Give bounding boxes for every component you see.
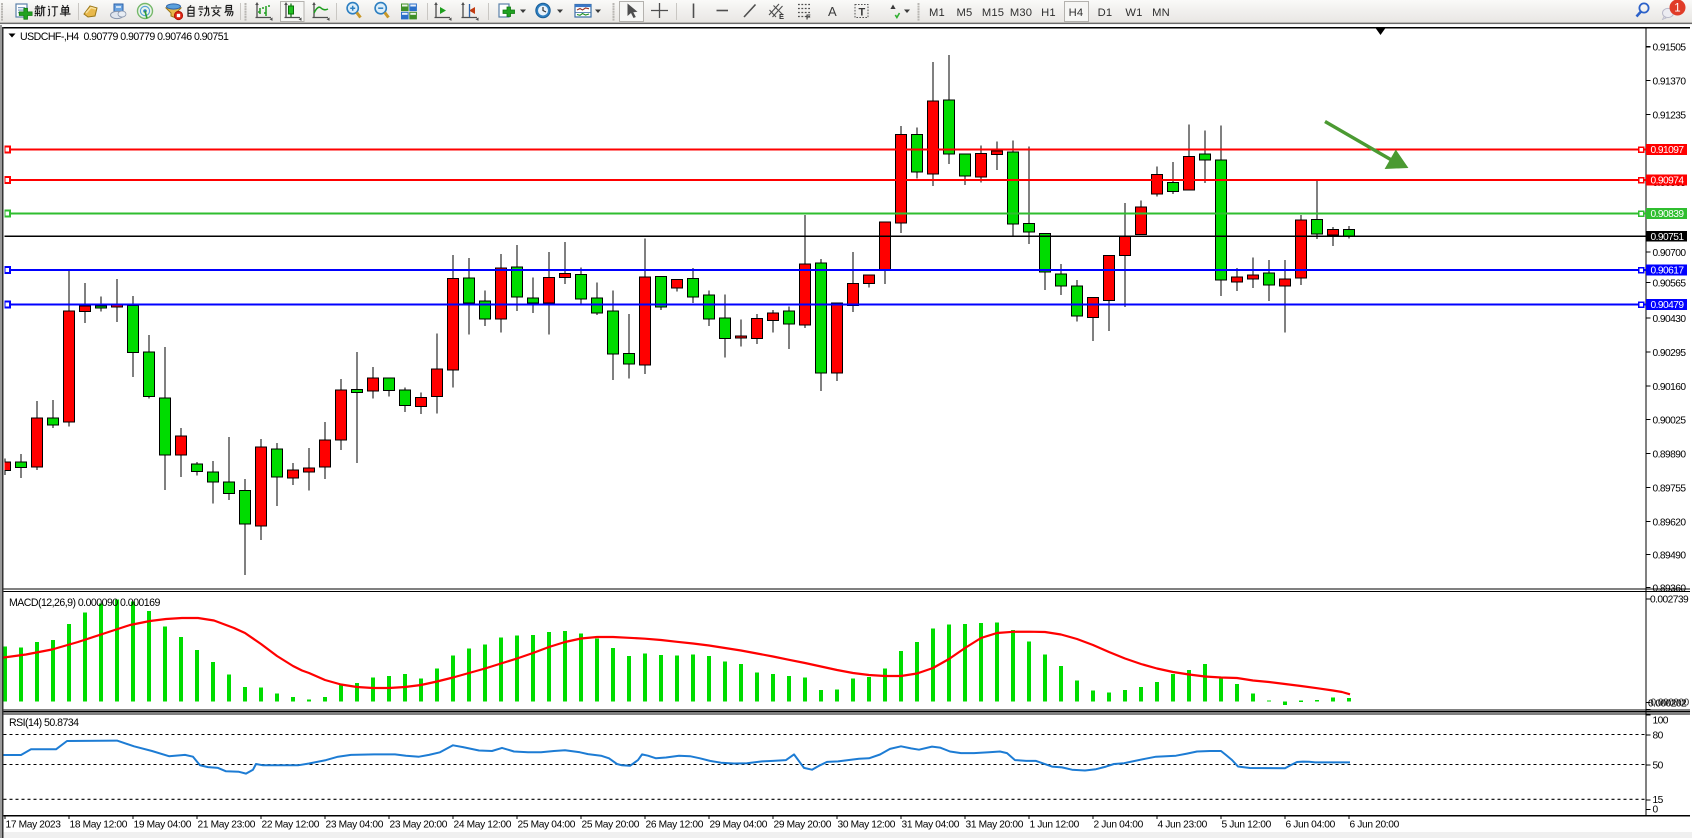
svg-text:0.91235: 0.91235 <box>1653 110 1687 121</box>
svg-text:0.90295: 0.90295 <box>1653 348 1687 359</box>
svg-text:26 May 12:00: 26 May 12:00 <box>646 820 704 831</box>
svg-text:0.91097: 0.91097 <box>1651 145 1685 156</box>
svg-text:6 Jun 20:00: 6 Jun 20:00 <box>1350 820 1400 831</box>
svg-text:0.002739: 0.002739 <box>1650 595 1689 606</box>
svg-text:T: T <box>859 6 866 18</box>
svg-text:H4: H4 <box>1069 7 1084 19</box>
svg-text:29 May 04:00: 29 May 04:00 <box>710 820 768 831</box>
svg-text:F: F <box>806 13 811 22</box>
svg-text:25 May 20:00: 25 May 20:00 <box>582 820 640 831</box>
svg-text:2 Jun 04:00: 2 Jun 04:00 <box>1094 820 1144 831</box>
svg-text:0.90160: 0.90160 <box>1653 382 1687 393</box>
svg-text:1: 1 <box>1674 3 1680 15</box>
svg-text:MACD(12,26,9) 0.000090 0.00016: MACD(12,26,9) 0.000090 0.000169 <box>9 597 160 609</box>
svg-text:1 Jun 12:00: 1 Jun 12:00 <box>1030 820 1080 831</box>
svg-text:18 May 12:00: 18 May 12:00 <box>70 820 128 831</box>
svg-text:80: 80 <box>1653 730 1664 741</box>
svg-text:50: 50 <box>1653 760 1664 771</box>
svg-text:0.89890: 0.89890 <box>1653 449 1687 460</box>
svg-text:0.90430: 0.90430 <box>1653 314 1687 325</box>
svg-text:M30: M30 <box>1010 7 1032 19</box>
svg-text:6 Jun 04:00: 6 Jun 04:00 <box>1286 820 1336 831</box>
svg-text:0.91370: 0.91370 <box>1653 76 1687 87</box>
svg-text:21 May 23:00: 21 May 23:00 <box>198 820 256 831</box>
svg-text:H1: H1 <box>1041 7 1056 19</box>
svg-text:USDCHF-,H4 0.90779 0.90779 0.: USDCHF-,H4 0.90779 0.90779 0.90746 0.907… <box>20 31 229 43</box>
svg-text:0.89755: 0.89755 <box>1653 483 1687 494</box>
svg-text:E: E <box>779 12 784 21</box>
svg-text:0.90025: 0.90025 <box>1653 415 1687 426</box>
svg-text:MN: MN <box>1152 7 1170 19</box>
svg-text:0.000000: 0.000000 <box>1651 698 1690 709</box>
svg-text:D1: D1 <box>1098 7 1113 19</box>
svg-text:4 Jun 23:00: 4 Jun 23:00 <box>1158 820 1208 831</box>
svg-text:M15: M15 <box>982 7 1004 19</box>
svg-text:M5: M5 <box>957 7 973 19</box>
svg-text:29 May 20:00: 29 May 20:00 <box>774 820 832 831</box>
svg-text:W1: W1 <box>1125 7 1142 19</box>
svg-text:A: A <box>828 4 837 19</box>
svg-text:0.89360: 0.89360 <box>1653 583 1687 594</box>
svg-text:0.89620: 0.89620 <box>1653 517 1687 528</box>
svg-text:0.90617: 0.90617 <box>1651 266 1685 277</box>
svg-text:RSI(14) 50.8734: RSI(14) 50.8734 <box>9 717 79 729</box>
svg-text:0.90974: 0.90974 <box>1651 176 1685 187</box>
svg-text:17 May 2023: 17 May 2023 <box>6 820 62 831</box>
svg-text:23 May 04:00: 23 May 04:00 <box>326 820 384 831</box>
svg-text:23 May 20:00: 23 May 20:00 <box>390 820 448 831</box>
svg-text:0.90839: 0.90839 <box>1651 209 1685 220</box>
svg-text:0.91505: 0.91505 <box>1653 43 1687 54</box>
svg-text:M1: M1 <box>929 7 945 19</box>
svg-text:0.000202: 0.000202 <box>1648 699 1687 710</box>
svg-text:0.90565: 0.90565 <box>1653 278 1687 289</box>
svg-text:0.90700: 0.90700 <box>1653 248 1687 259</box>
svg-text:30 May 12:00: 30 May 12:00 <box>838 820 896 831</box>
svg-text:19 May 04:00: 19 May 04:00 <box>134 820 192 831</box>
svg-text:0: 0 <box>1653 804 1659 815</box>
svg-text:25 May 04:00: 25 May 04:00 <box>518 820 576 831</box>
svg-text:100: 100 <box>1653 716 1669 727</box>
svg-text:0.90751: 0.90751 <box>1651 232 1685 243</box>
svg-text:31 May 04:00: 31 May 04:00 <box>902 820 960 831</box>
svg-text:15: 15 <box>1653 795 1664 806</box>
svg-text:31 May 20:00: 31 May 20:00 <box>966 820 1024 831</box>
svg-text:5 Jun 12:00: 5 Jun 12:00 <box>1222 820 1272 831</box>
svg-text:22 May 12:00: 22 May 12:00 <box>262 820 320 831</box>
svg-text:0.90479: 0.90479 <box>1651 300 1685 311</box>
svg-text:0.89490: 0.89490 <box>1653 550 1687 561</box>
svg-text:24 May 12:00: 24 May 12:00 <box>454 820 512 831</box>
